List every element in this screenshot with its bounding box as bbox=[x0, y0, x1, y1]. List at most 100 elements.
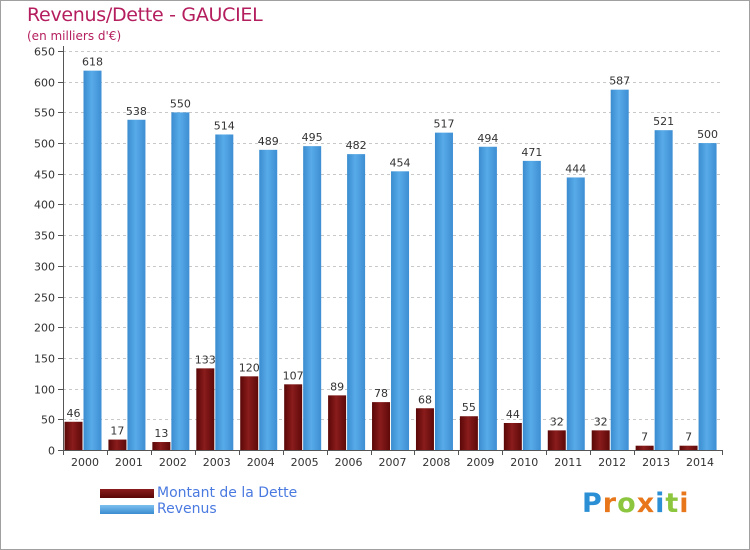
bar-debt bbox=[64, 421, 83, 450]
logo-letter: o bbox=[617, 488, 637, 519]
legend-label-revenus: Revenus bbox=[157, 501, 217, 517]
y-tick-label: 0 bbox=[48, 445, 55, 458]
bar-debt bbox=[372, 402, 391, 450]
bar-revenus bbox=[522, 160, 541, 450]
logo-letter: P bbox=[582, 488, 603, 519]
data-label-revenus: 489 bbox=[258, 135, 279, 148]
data-label-revenus: 454 bbox=[390, 156, 411, 169]
data-label-revenus: 495 bbox=[302, 131, 323, 144]
logo-letter: i bbox=[679, 488, 690, 519]
x-tick-label: 2005 bbox=[291, 456, 319, 469]
bar-revenus bbox=[654, 130, 673, 450]
logo-letter: i bbox=[655, 488, 666, 519]
bar-debt bbox=[503, 422, 522, 450]
data-labels: 46 618 17 538 13 550 133 514 120 489 107 495 89 482 78… bbox=[67, 56, 719, 444]
bar-revenus bbox=[391, 171, 410, 450]
y-tick-label: 500 bbox=[34, 138, 55, 151]
bar-debt bbox=[284, 384, 303, 450]
x-tick-label: 2010 bbox=[510, 456, 538, 469]
data-label-debt: 13 bbox=[154, 427, 168, 440]
data-label-revenus: 482 bbox=[346, 139, 367, 152]
data-label-debt: 107 bbox=[283, 369, 304, 382]
y-tick-label: 400 bbox=[34, 199, 55, 212]
x-tick-label: 2013 bbox=[642, 456, 670, 469]
logo-letter: t bbox=[665, 488, 680, 519]
bar-debt bbox=[591, 430, 610, 450]
proxiti-logo: Proxiti bbox=[582, 488, 690, 519]
data-label-revenus: 494 bbox=[477, 132, 498, 145]
legend-label-debt: Montant de la Dette bbox=[157, 485, 298, 501]
bar-revenus bbox=[303, 146, 322, 450]
data-label-revenus: 471 bbox=[521, 146, 542, 159]
data-label-debt: 89 bbox=[330, 380, 344, 393]
x-tick-label: 2008 bbox=[422, 456, 450, 469]
y-tick-label: 100 bbox=[34, 384, 55, 397]
bar-debt bbox=[328, 395, 347, 450]
data-label-debt: 32 bbox=[594, 415, 608, 428]
data-label-revenus: 538 bbox=[126, 105, 147, 118]
y-tick-label: 50 bbox=[41, 414, 55, 427]
bar-revenus bbox=[127, 119, 146, 451]
data-label-revenus: 514 bbox=[214, 119, 235, 132]
data-label-debt: 68 bbox=[418, 393, 432, 406]
x-tick-label: 2004 bbox=[247, 456, 275, 469]
y-tick-label: 250 bbox=[34, 292, 55, 305]
axes bbox=[63, 46, 722, 451]
y-axis-ticks: 0 50 100 150 200 250 300 350 400 450 500 550 600 650 bbox=[34, 46, 63, 458]
bar-revenus bbox=[215, 134, 234, 450]
y-tick-label: 450 bbox=[34, 169, 55, 182]
data-label-debt: 55 bbox=[462, 401, 476, 414]
x-tick-label: 2002 bbox=[159, 456, 187, 469]
y-tick-label: 200 bbox=[34, 322, 55, 335]
bar-revenus bbox=[610, 89, 629, 451]
legend-item-debt: Montant de la Dette bbox=[100, 485, 297, 501]
bar-debt bbox=[196, 368, 215, 450]
bar-revenus bbox=[83, 70, 102, 451]
x-tick-label: 2003 bbox=[203, 456, 231, 469]
bar-debt bbox=[635, 445, 654, 450]
logo-letter: x bbox=[636, 488, 656, 519]
bar-debt bbox=[415, 408, 434, 450]
x-tick-label: 2001 bbox=[115, 456, 143, 469]
data-label-revenus: 587 bbox=[609, 75, 630, 88]
x-tick-label: 2000 bbox=[71, 456, 99, 469]
y-tick-label: 300 bbox=[34, 261, 55, 274]
x-tick-label: 2012 bbox=[598, 456, 626, 469]
x-tick-label: 2014 bbox=[686, 456, 714, 469]
data-label-revenus: 550 bbox=[170, 97, 191, 110]
data-label-revenus: 500 bbox=[697, 128, 718, 141]
bar-revenus bbox=[566, 177, 585, 450]
data-label-debt: 120 bbox=[239, 361, 260, 374]
data-label-debt: 7 bbox=[685, 431, 692, 444]
data-label-revenus: 618 bbox=[82, 56, 103, 69]
bar-revenus bbox=[698, 143, 717, 451]
y-tick-label: 600 bbox=[34, 77, 55, 90]
legend-swatch-revenus bbox=[100, 504, 154, 514]
bar-revenus bbox=[347, 154, 366, 450]
y-tick-label: 550 bbox=[34, 107, 55, 120]
bar-debt bbox=[679, 445, 698, 450]
logo-letter: r bbox=[602, 488, 618, 519]
chart-title: Revenus/Dette - GAUCIEL bbox=[27, 4, 263, 26]
x-tick-label: 2011 bbox=[554, 456, 582, 469]
data-label-revenus: 517 bbox=[433, 118, 454, 131]
x-tick-label: 2006 bbox=[335, 456, 363, 469]
data-label-debt: 32 bbox=[550, 415, 564, 428]
data-label-revenus: 521 bbox=[653, 115, 674, 128]
data-label-debt: 7 bbox=[641, 431, 648, 444]
legend-item-revenus: Revenus bbox=[100, 501, 297, 517]
bar-debt bbox=[152, 442, 171, 450]
y-tick-label: 650 bbox=[34, 46, 55, 59]
legend-swatch-debt bbox=[100, 488, 154, 498]
bar-debt bbox=[547, 430, 566, 450]
y-tick-label: 150 bbox=[34, 353, 55, 366]
bar-revenus bbox=[259, 149, 278, 450]
bar-debt bbox=[459, 416, 478, 450]
bar-revenus bbox=[478, 146, 497, 450]
data-label-debt: 78 bbox=[374, 387, 388, 400]
x-tick-label: 2009 bbox=[466, 456, 494, 469]
data-label-debt: 133 bbox=[195, 353, 216, 366]
data-label-debt: 44 bbox=[506, 408, 520, 421]
data-label-debt: 46 bbox=[67, 407, 81, 420]
